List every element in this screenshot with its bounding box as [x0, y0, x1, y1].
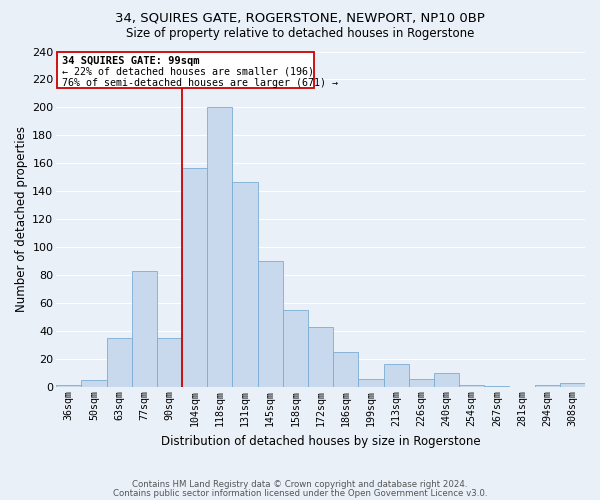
Bar [207, 108, 232, 388]
Text: 34 SQUIRES GATE: 99sqm: 34 SQUIRES GATE: 99sqm [62, 56, 200, 66]
Text: Contains HM Land Registry data © Crown copyright and database right 2024.: Contains HM Land Registry data © Crown c… [132, 480, 468, 489]
Text: 76% of semi-detached houses are larger (671) →: 76% of semi-detached houses are larger (… [62, 78, 338, 88]
Text: Size of property relative to detached houses in Rogerstone: Size of property relative to detached ho… [126, 27, 474, 40]
Bar [434, 374, 459, 388]
Bar [484, 386, 509, 388]
Bar [459, 384, 484, 388]
Bar [82, 380, 107, 388]
Text: ← 22% of detached houses are smaller (196): ← 22% of detached houses are smaller (19… [62, 67, 314, 77]
Bar [358, 379, 383, 388]
Bar [383, 364, 409, 388]
Bar [157, 338, 182, 388]
Bar [560, 383, 585, 388]
X-axis label: Distribution of detached houses by size in Rogerstone: Distribution of detached houses by size … [161, 434, 481, 448]
Bar [409, 379, 434, 388]
Bar [232, 182, 257, 388]
Text: 34, SQUIRES GATE, ROGERSTONE, NEWPORT, NP10 0BP: 34, SQUIRES GATE, ROGERSTONE, NEWPORT, N… [115, 12, 485, 24]
Bar [56, 384, 82, 388]
Bar [107, 338, 132, 388]
FancyBboxPatch shape [58, 52, 314, 88]
Bar [132, 271, 157, 388]
Bar [333, 352, 358, 388]
Bar [182, 168, 207, 388]
Bar [308, 327, 333, 388]
Text: Contains public sector information licensed under the Open Government Licence v3: Contains public sector information licen… [113, 488, 487, 498]
Bar [257, 262, 283, 388]
Bar [283, 310, 308, 388]
Bar [535, 384, 560, 388]
Y-axis label: Number of detached properties: Number of detached properties [15, 126, 28, 312]
